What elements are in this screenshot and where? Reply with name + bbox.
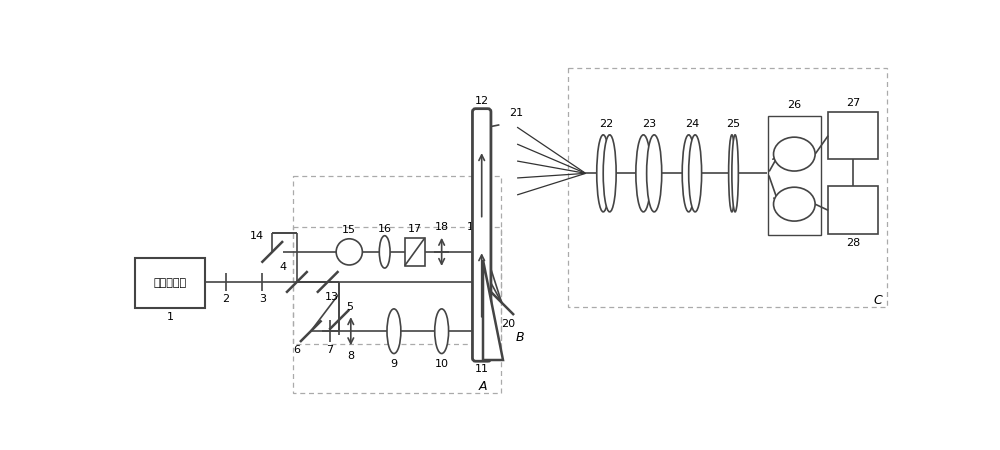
Text: D1: D1 bbox=[787, 149, 802, 159]
Bar bbox=[135, 258, 205, 308]
Text: 26: 26 bbox=[787, 100, 801, 110]
Ellipse shape bbox=[603, 135, 616, 212]
Bar bbox=[828, 186, 878, 234]
Text: 21: 21 bbox=[509, 108, 523, 117]
Text: 14: 14 bbox=[250, 231, 264, 242]
Ellipse shape bbox=[379, 236, 390, 268]
Bar bbox=[293, 176, 501, 393]
Text: C: C bbox=[874, 294, 883, 307]
Text: 25: 25 bbox=[726, 119, 741, 129]
Text: 4: 4 bbox=[279, 261, 287, 271]
Text: 6: 6 bbox=[293, 345, 300, 355]
Text: 12: 12 bbox=[475, 96, 489, 106]
Ellipse shape bbox=[647, 135, 662, 212]
Polygon shape bbox=[483, 260, 503, 360]
Text: 3: 3 bbox=[259, 294, 266, 304]
Text: 9: 9 bbox=[390, 359, 397, 369]
Text: A: A bbox=[479, 380, 487, 393]
Ellipse shape bbox=[682, 135, 695, 212]
Text: 2: 2 bbox=[222, 294, 230, 304]
Text: 8: 8 bbox=[347, 351, 354, 361]
Ellipse shape bbox=[774, 187, 815, 221]
FancyBboxPatch shape bbox=[472, 108, 491, 361]
Bar bbox=[293, 227, 501, 344]
Text: 飞秒激光器: 飞秒激光器 bbox=[153, 278, 186, 288]
Ellipse shape bbox=[729, 135, 735, 212]
Text: 28: 28 bbox=[846, 238, 860, 248]
Text: 18: 18 bbox=[435, 222, 449, 232]
Text: B: B bbox=[516, 331, 525, 344]
Text: D2: D2 bbox=[787, 199, 802, 209]
Text: 23: 23 bbox=[642, 119, 656, 129]
Ellipse shape bbox=[597, 135, 610, 212]
Text: 1: 1 bbox=[166, 312, 173, 322]
Bar bbox=[768, 116, 820, 235]
Text: 24: 24 bbox=[685, 119, 699, 129]
Ellipse shape bbox=[387, 309, 401, 354]
Bar bbox=[568, 68, 887, 306]
Text: 27: 27 bbox=[846, 98, 860, 108]
Bar bbox=[405, 238, 425, 266]
Ellipse shape bbox=[435, 309, 449, 354]
Ellipse shape bbox=[732, 135, 738, 212]
Bar bbox=[828, 112, 878, 159]
Ellipse shape bbox=[636, 135, 651, 212]
Ellipse shape bbox=[774, 137, 815, 171]
Text: 13: 13 bbox=[325, 292, 339, 302]
Text: 11: 11 bbox=[475, 364, 489, 374]
Text: 10: 10 bbox=[435, 359, 449, 369]
Text: 7: 7 bbox=[326, 345, 334, 355]
Text: 15: 15 bbox=[342, 225, 356, 235]
Text: 17: 17 bbox=[408, 224, 422, 234]
Ellipse shape bbox=[689, 135, 702, 212]
Ellipse shape bbox=[336, 239, 362, 265]
Text: 22: 22 bbox=[599, 119, 614, 129]
Text: 5: 5 bbox=[347, 302, 354, 312]
Text: 16: 16 bbox=[378, 224, 392, 234]
Text: 19: 19 bbox=[467, 222, 481, 232]
Text: 20: 20 bbox=[501, 319, 515, 329]
